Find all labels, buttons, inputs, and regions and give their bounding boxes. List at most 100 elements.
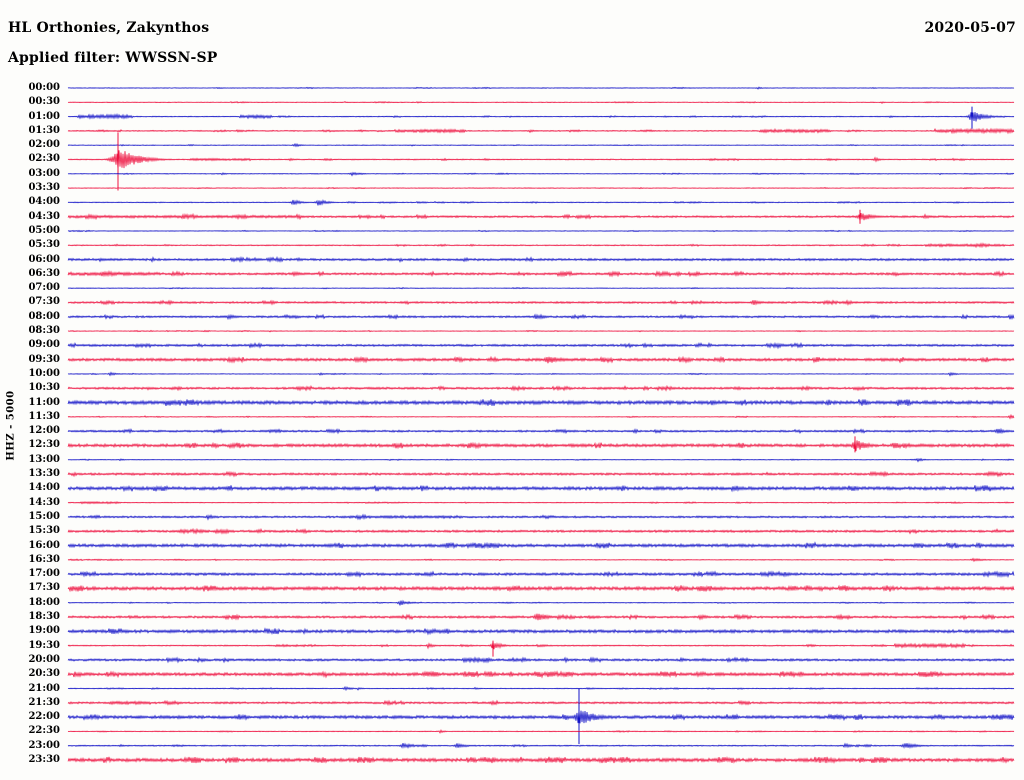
seismo-trace-0430 — [67, 212, 1015, 222]
time-label-0000: 00:00 — [28, 82, 60, 93]
seismo-trace-0730 — [67, 299, 1015, 306]
seismo-trace-1630 — [67, 557, 1015, 563]
time-label-0600: 06:00 — [28, 253, 60, 265]
seismo-trace-2200 — [67, 710, 1015, 724]
time-label-1300: 13:00 — [28, 453, 60, 465]
time-label-0800: 08:00 — [28, 310, 60, 322]
seismo-trace-1230 — [67, 439, 1015, 452]
seismo-trace-1400 — [67, 485, 1015, 493]
time-label-2200: 22:00 — [28, 711, 60, 723]
seismo-trace-0330 — [67, 186, 1015, 190]
seismo-trace-0130 — [67, 127, 1015, 135]
time-label-0330: 03:30 — [28, 182, 60, 194]
time-label-0130: 01:30 — [28, 124, 60, 136]
time-label-0930: 09:30 — [28, 353, 60, 365]
seismo-trace-1130 — [67, 413, 1015, 420]
seismo-trace-1300 — [67, 457, 1015, 463]
seismo-trace-0900 — [67, 341, 1015, 350]
time-label-0730: 07:30 — [28, 296, 60, 308]
seismo-trace-0000 — [67, 86, 1015, 90]
time-label-2100: 21:00 — [28, 682, 60, 694]
time-label-0900: 09:00 — [28, 339, 60, 351]
seismo-trace-1500 — [67, 513, 1015, 521]
page-title: HL Orthonies, Zakynthos — [8, 20, 210, 36]
seismo-trace-1200 — [67, 427, 1015, 435]
seismo-trace-0700 — [67, 286, 1015, 290]
time-label-1930: 19:30 — [28, 639, 60, 651]
seismo-trace-2030 — [67, 670, 1015, 679]
seismo-trace-1030 — [67, 384, 1015, 392]
seismo-trace-2330 — [67, 756, 1015, 764]
seismo-trace-2000 — [67, 656, 1015, 664]
time-label-2230: 22:30 — [28, 725, 60, 737]
seismo-trace-1930 — [67, 641, 1015, 650]
seismo-trace-1100 — [67, 399, 1015, 407]
seismo-trace-0600 — [67, 255, 1015, 263]
time-label-0230: 02:30 — [28, 153, 60, 165]
time-label-1800: 18:00 — [28, 596, 60, 608]
time-label-0030: 00:30 — [28, 96, 60, 108]
time-label-1430: 14:30 — [28, 496, 60, 508]
time-label-1530: 15:30 — [28, 525, 60, 537]
time-label-2030: 20:30 — [28, 668, 60, 680]
seismo-trace-0300 — [67, 171, 1015, 177]
time-label-2000: 20:00 — [28, 653, 60, 665]
seismo-trace-1330 — [67, 470, 1015, 478]
seismo-trace-1900 — [67, 627, 1015, 636]
seismo-trace-0930 — [67, 355, 1015, 364]
seismo-trace-2230 — [67, 729, 1015, 734]
seismo-trace-0830 — [67, 329, 1015, 333]
time-label-0430: 04:30 — [28, 210, 60, 222]
seismo-trace-1730 — [67, 584, 1015, 593]
seismo-trace-1000 — [67, 371, 1015, 377]
seismo-trace-1430 — [67, 500, 1015, 505]
time-label-1100: 11:00 — [28, 396, 60, 408]
time-label-0830: 08:30 — [28, 325, 60, 337]
seismo-trace-1800 — [67, 599, 1015, 606]
time-label-0630: 06:30 — [28, 267, 60, 279]
seismo-trace-0630 — [67, 270, 1015, 278]
filter-label: Applied filter: WWSSN-SP — [8, 50, 218, 66]
seismo-trace-2300 — [67, 742, 1015, 749]
time-label-2300: 23:00 — [28, 739, 60, 751]
seismo-trace-0800 — [67, 313, 1015, 321]
seismo-trace-0400 — [67, 199, 1015, 206]
seismo-trace-0200 — [67, 142, 1015, 148]
time-label-1900: 19:00 — [28, 625, 60, 637]
time-label-1400: 14:00 — [28, 482, 60, 494]
seismo-trace-1530 — [67, 527, 1015, 535]
time-label-0400: 04:00 — [28, 196, 60, 208]
seismo-trace-0230 — [67, 150, 1015, 170]
time-label-1230: 12:30 — [28, 439, 60, 451]
time-label-2130: 21:30 — [28, 696, 60, 708]
time-label-2330: 23:30 — [28, 754, 60, 765]
time-label-1000: 10:00 — [28, 367, 60, 379]
seismo-trace-2100 — [67, 685, 1015, 692]
time-label-1200: 12:00 — [28, 425, 60, 437]
time-label-1830: 18:30 — [28, 611, 60, 623]
date-label: 2020-05-07 — [924, 20, 1016, 36]
time-label-1330: 13:30 — [28, 468, 60, 480]
seismo-trace-0500 — [67, 229, 1015, 233]
time-label-0500: 05:00 — [28, 224, 60, 236]
time-label-0200: 02:00 — [28, 139, 60, 151]
time-label-0100: 01:00 — [28, 110, 60, 122]
seismo-trace-0030 — [67, 100, 1015, 105]
seismo-trace-0530 — [67, 242, 1015, 249]
time-label-1730: 17:30 — [28, 582, 60, 594]
time-label-1600: 16:00 — [28, 539, 60, 551]
seismo-trace-0100 — [67, 112, 1015, 122]
time-label-1030: 10:30 — [28, 382, 60, 394]
time-label-0700: 07:00 — [28, 282, 60, 294]
time-label-1700: 17:00 — [28, 568, 60, 580]
time-label-0530: 05:30 — [28, 239, 60, 251]
seismo-trace-1830 — [67, 613, 1015, 621]
time-label-0300: 03:00 — [28, 167, 60, 179]
seismo-trace-1600 — [67, 541, 1015, 550]
time-label-1130: 11:30 — [28, 410, 60, 422]
seismo-trace-1700 — [67, 570, 1015, 579]
time-label-1500: 15:00 — [28, 510, 60, 522]
seismo-trace-2130 — [67, 699, 1015, 707]
time-label-1630: 16:30 — [28, 553, 60, 565]
